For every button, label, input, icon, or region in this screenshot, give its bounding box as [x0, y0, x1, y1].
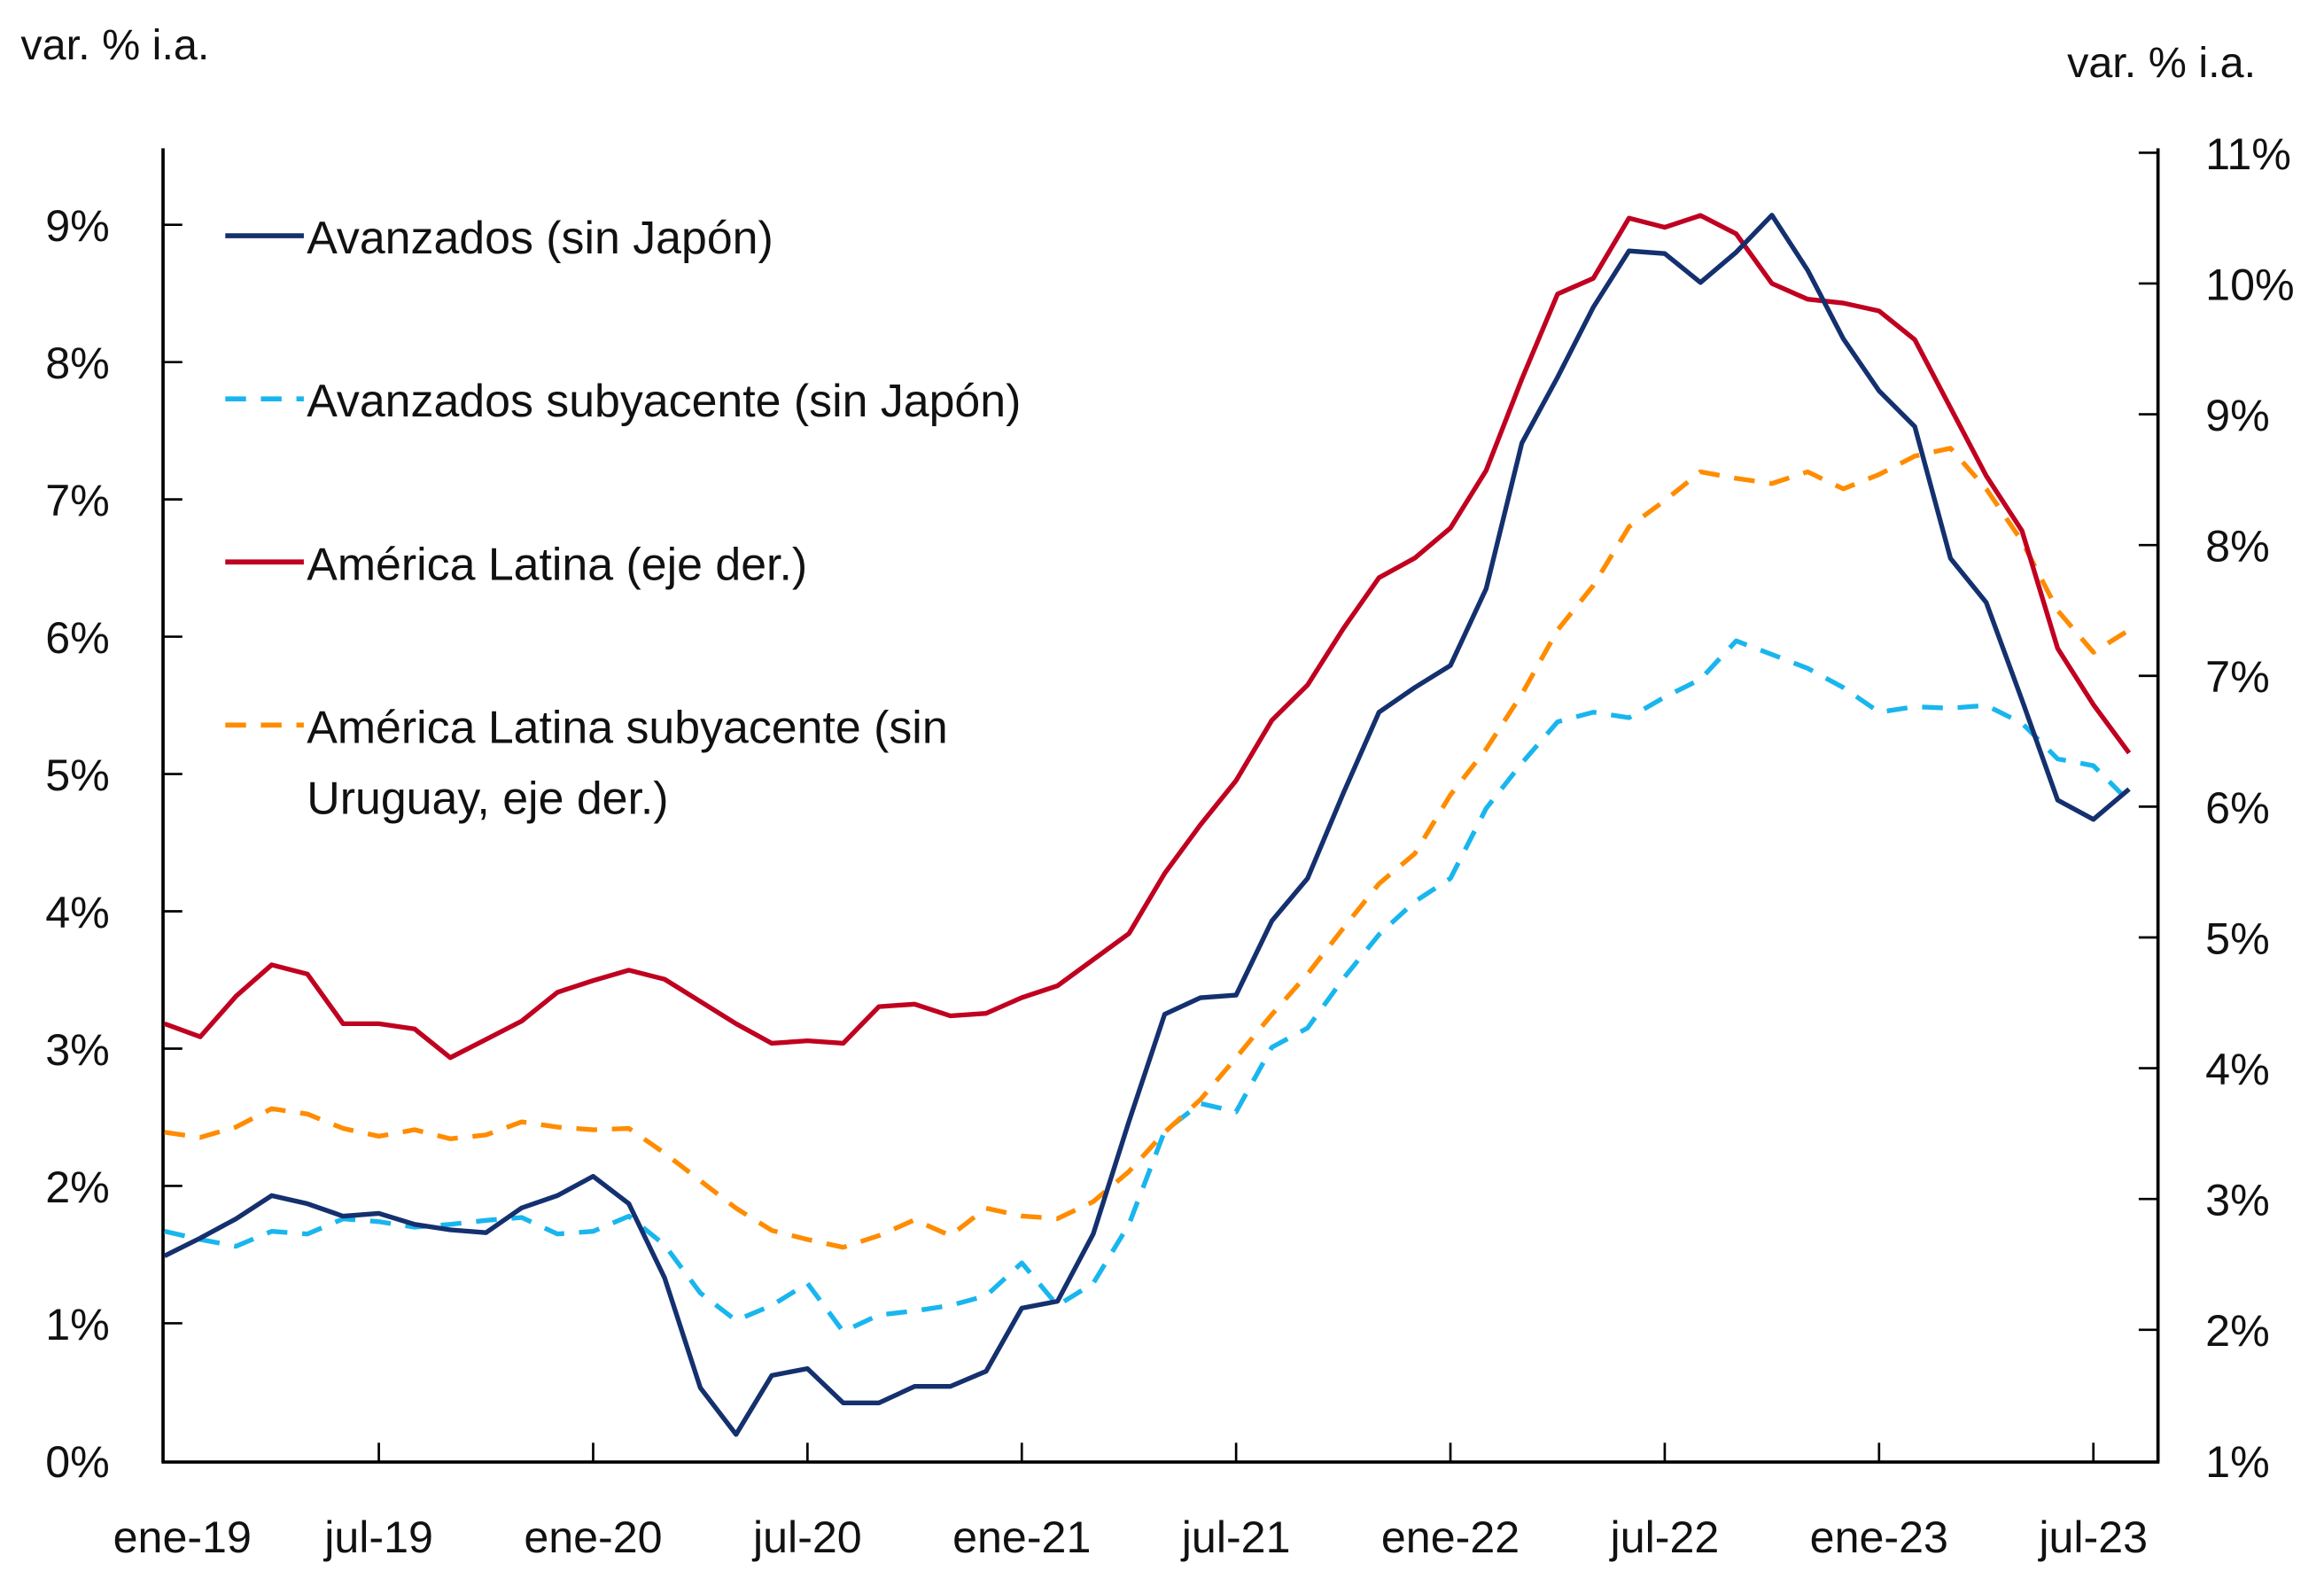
- x-axis-ticks: ene-19 jul-19 ene-20 jul-20 ene-21 jul-21 ene-…: [113, 1442, 2148, 1562]
- legend-label: América Latina subyacente (sin: [307, 701, 947, 752]
- legend-item: América Latina (eje der.): [225, 538, 807, 589]
- right-tick-label: 2%: [2205, 1306, 2270, 1356]
- series-line-3: [163, 213, 2132, 1061]
- left-tick-label: 2%: [45, 1162, 110, 1212]
- left-tick-label: 6%: [45, 613, 110, 663]
- legend-label: Uruguay, eje der.): [307, 773, 668, 824]
- right-tick-label: 5%: [2205, 914, 2270, 963]
- left-tick-label: 1%: [45, 1300, 110, 1349]
- x-tick-label: ene-22: [1381, 1512, 1520, 1562]
- series-line-1: [163, 213, 2131, 1437]
- legend: Avanzados (sin Japón) Avanzados subyacent…: [225, 212, 1021, 824]
- legend-item: América Latina subyacente (sin Uruguay, e…: [225, 701, 948, 824]
- right-tick-label: 8%: [2205, 522, 2270, 572]
- right-axis-unit-label: var. % i.a.: [2067, 39, 2256, 87]
- left-tick-label: 7%: [45, 476, 110, 525]
- right-tick-label: 3%: [2205, 1176, 2270, 1225]
- left-tick-label: 8%: [45, 338, 110, 388]
- left-axis-unit-label: var. % i.a.: [20, 21, 209, 69]
- x-tick-label: jul-19: [323, 1512, 433, 1562]
- right-tick-label: 6%: [2205, 783, 2270, 833]
- legend-item: Avanzados (sin Japón): [225, 212, 773, 263]
- x-tick-label: ene-20: [524, 1512, 662, 1562]
- right-axis-ticks: 1% 2% 3% 4% 5% 6% 7% 8% 9% 10% 11%: [2138, 129, 2295, 1487]
- series-layer: [163, 213, 2132, 1437]
- right-tick-label: 9%: [2205, 391, 2270, 440]
- legend-label: América Latina (eje der.): [307, 538, 807, 589]
- right-tick-label: 4%: [2205, 1045, 2270, 1094]
- left-tick-label: 3%: [45, 1025, 110, 1075]
- left-tick-label: 0%: [45, 1437, 110, 1487]
- x-tick-label: ene-21: [952, 1512, 1091, 1562]
- x-tick-label: jul-22: [1609, 1512, 1720, 1562]
- series-line-2: [164, 638, 2131, 1334]
- x-tick-label: jul-23: [2037, 1512, 2148, 1562]
- legend-item: Avanzados subyacente (sin Japón): [225, 375, 1021, 426]
- right-tick-label: 10%: [2205, 260, 2294, 309]
- right-tick-label: 11%: [2205, 129, 2291, 179]
- x-tick-label: ene-19: [113, 1512, 252, 1562]
- right-tick-label: 7%: [2205, 652, 2270, 702]
- left-axis-ticks: 0% 1% 2% 3% 4% 5% 6% 7% 8% 9%: [45, 201, 183, 1487]
- x-tick-label: jul-20: [751, 1512, 862, 1562]
- left-tick-label: 5%: [45, 750, 110, 800]
- x-tick-label: jul-21: [1180, 1512, 1291, 1562]
- left-tick-label: 9%: [45, 201, 110, 251]
- legend-label: Avanzados (sin Japón): [307, 212, 773, 263]
- legend-label: Avanzados subyacente (sin Japón): [307, 375, 1021, 426]
- series-line-4: [164, 446, 2131, 1250]
- x-tick-label: ene-23: [1810, 1512, 1948, 1562]
- left-tick-label: 4%: [45, 888, 110, 937]
- right-tick-label: 1%: [2205, 1437, 2270, 1487]
